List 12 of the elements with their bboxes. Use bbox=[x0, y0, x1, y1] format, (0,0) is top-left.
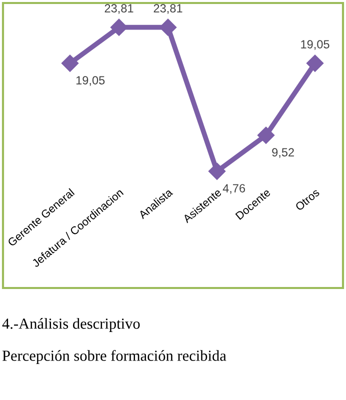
point bbox=[159, 18, 177, 36]
data-label: 19,05 bbox=[76, 76, 105, 86]
point bbox=[257, 126, 275, 144]
point bbox=[61, 54, 79, 72]
point bbox=[306, 54, 324, 72]
text: 4.-Análisis descriptivo bbox=[2, 318, 140, 332]
text: Percepción sobre formación recibida bbox=[2, 350, 226, 364]
data-label: 9,52 bbox=[272, 148, 294, 158]
data-label: 19,05 bbox=[301, 40, 330, 50]
data-label: 23,81 bbox=[104, 4, 134, 14]
point bbox=[208, 162, 226, 180]
data-label: 23,81 bbox=[154, 4, 182, 14]
